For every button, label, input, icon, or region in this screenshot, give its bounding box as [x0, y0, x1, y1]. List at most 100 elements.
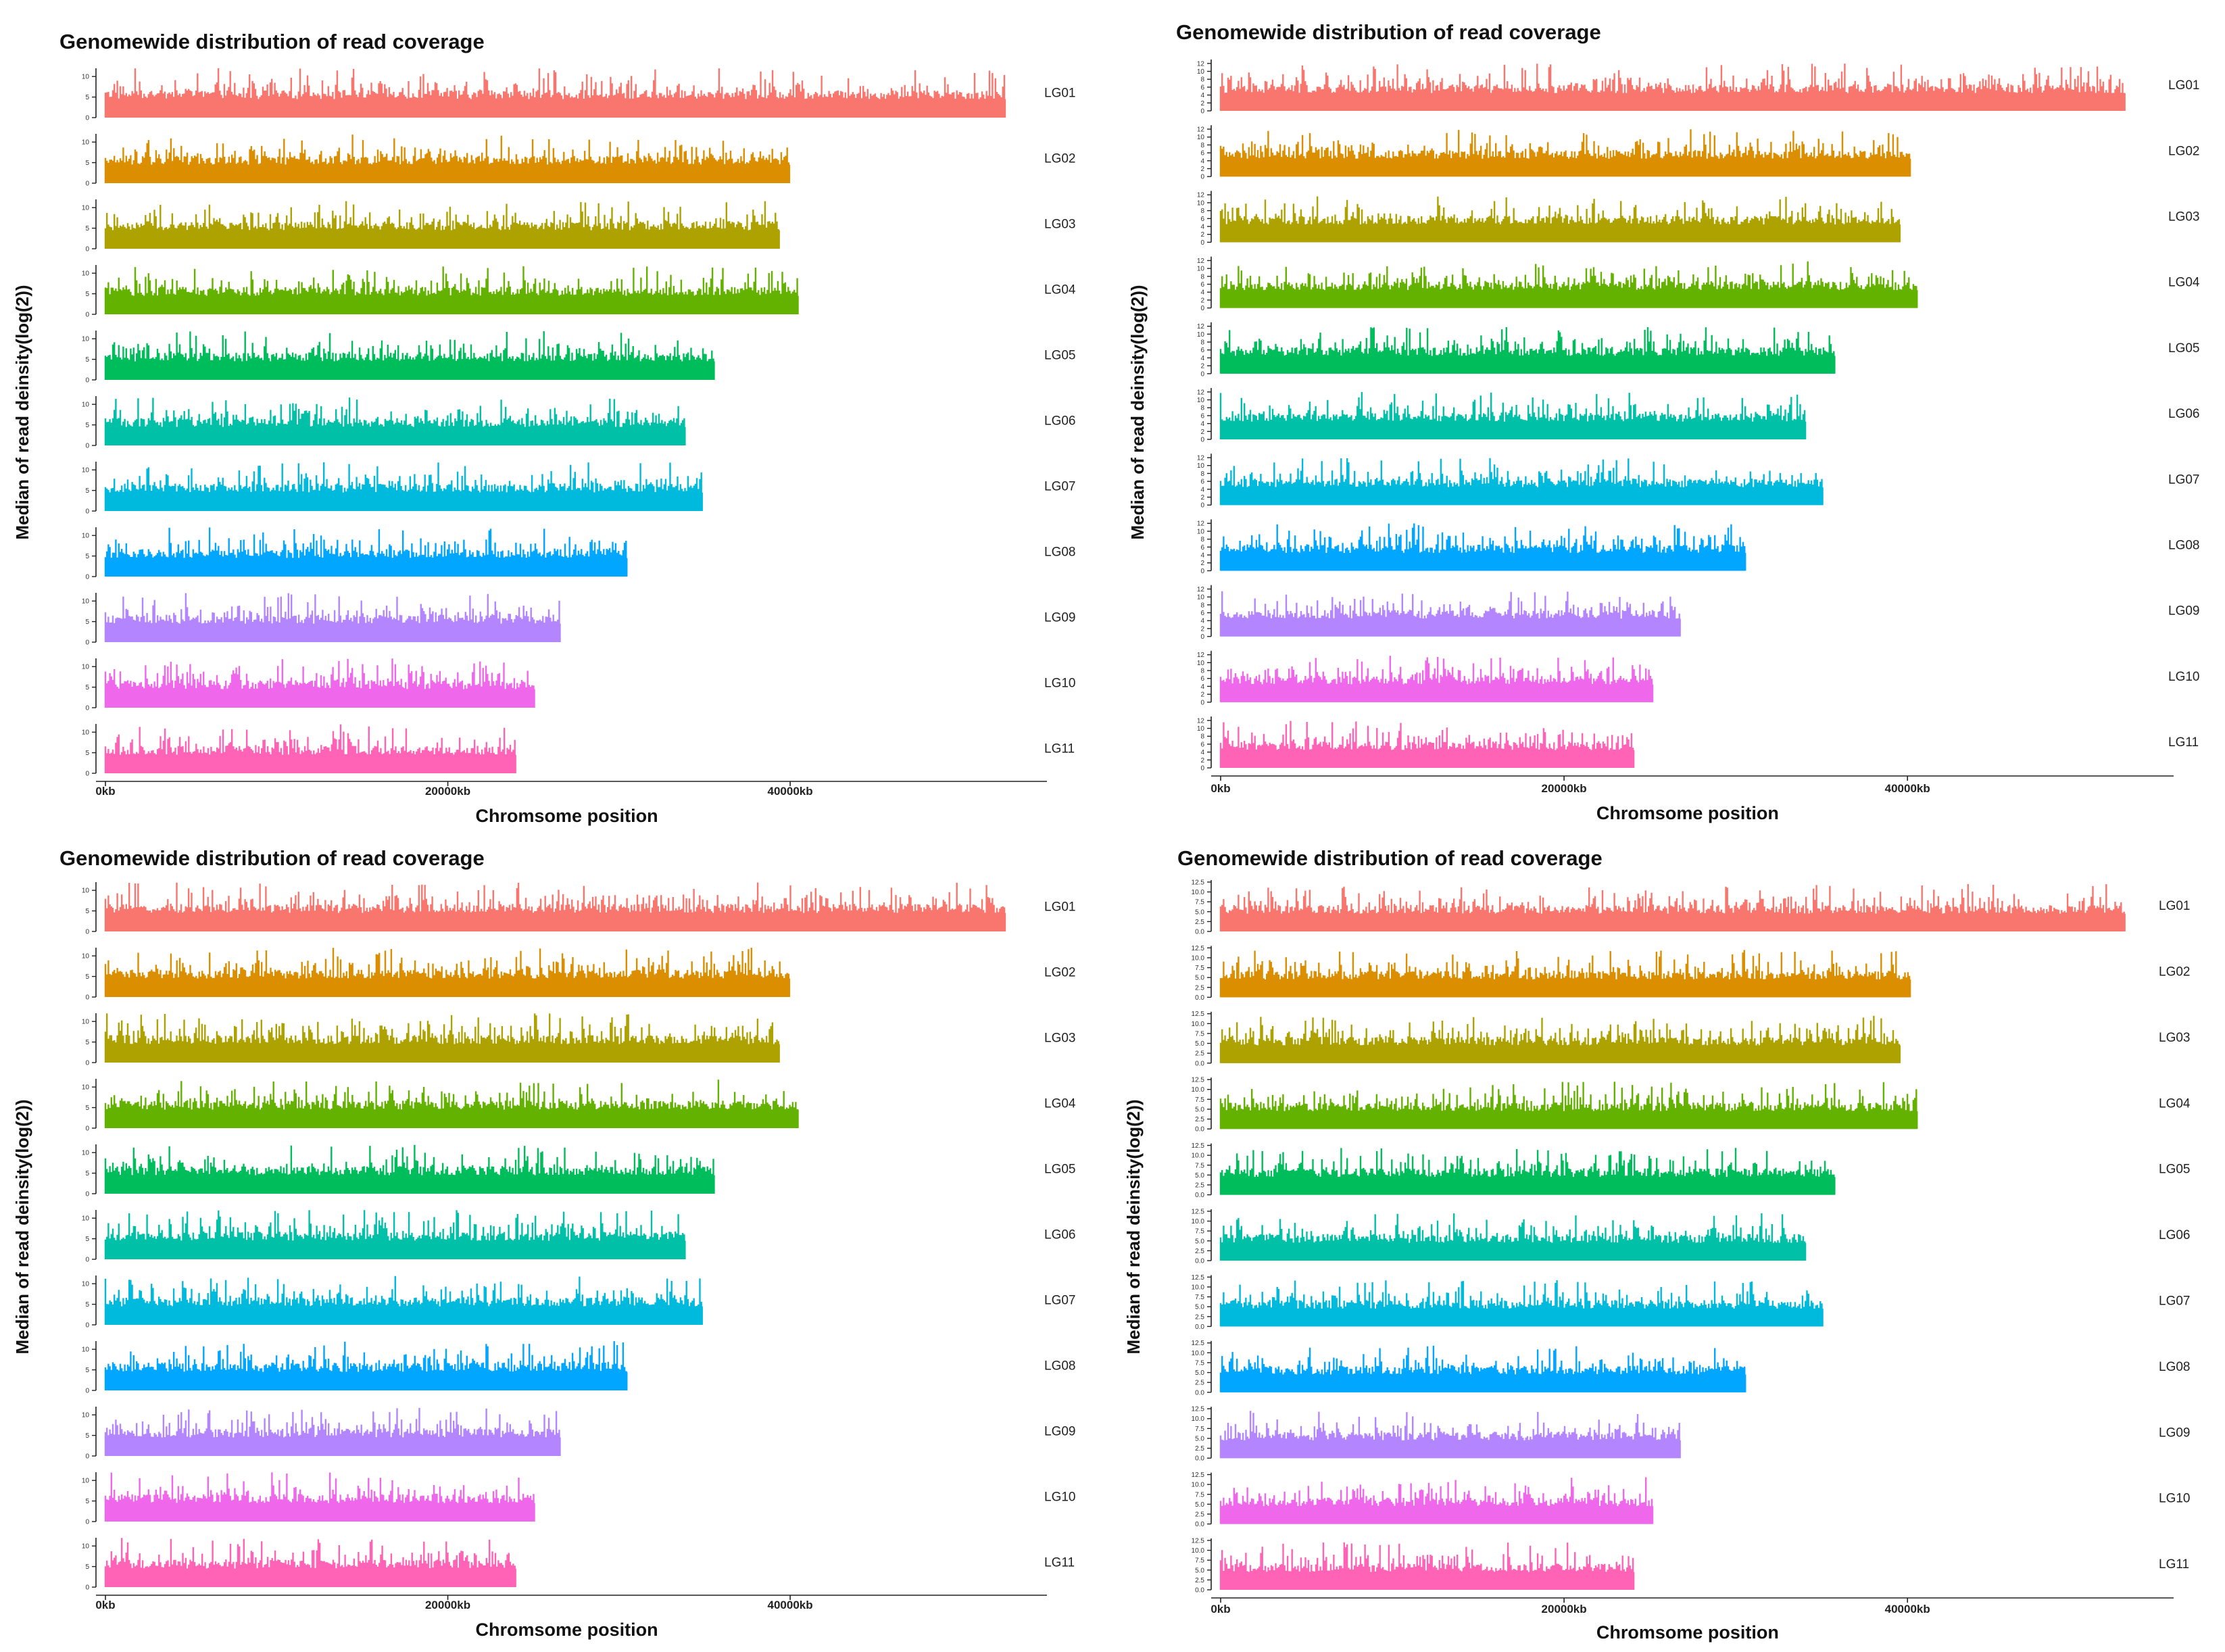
y-tick-label: 5 — [85, 1563, 89, 1571]
y-tick-label: 6 — [1200, 84, 1204, 91]
facet-lg02: 0 5 10 LG02 — [82, 948, 1075, 1002]
y-tick-label: 6 — [1200, 347, 1204, 354]
y-tick-label: 2.5 — [1195, 1577, 1204, 1584]
y-tick-label: 10 — [82, 953, 90, 961]
coverage-band-lg10 — [1221, 1506, 1654, 1524]
y-tick-label: 0 — [85, 377, 89, 385]
y-tick-label: 6 — [1200, 610, 1204, 617]
y-tick-label: 7.5 — [1195, 1557, 1204, 1565]
y-tick-label: 7.5 — [1195, 1162, 1204, 1169]
coverage-band-lg11 — [105, 1568, 516, 1587]
y-tick-label: 4 — [1200, 92, 1204, 99]
y-tick-label: 5 — [85, 1039, 89, 1046]
facet-lg07: 0 5 10 LG07 — [82, 462, 1075, 516]
facet-lg05: 0 5 10 LG05 — [82, 331, 1075, 385]
coverage-band-lg09 — [105, 623, 561, 642]
y-tick-label: 10.0 — [1192, 1284, 1205, 1291]
facet-lg04: 0.0 2.5 5.0 7.5 10.0 12.5 LG04 — [1192, 1077, 2191, 1134]
facet-lg04: 0 5 10 LG04 — [82, 1079, 1076, 1133]
y-tick-label: 6 — [1200, 281, 1204, 289]
y-tick-label: 5 — [85, 1498, 89, 1505]
y-tick-label: 0 — [85, 1584, 89, 1592]
coverage-band-lg02 — [1221, 979, 1911, 998]
y-tick-label: 6 — [1200, 479, 1204, 486]
y-tick-label: 5.0 — [1195, 1106, 1204, 1113]
strip-label-lg11: LG11 — [2168, 735, 2199, 750]
panel-4: Genomewide distribution of read coverage… — [1123, 846, 2191, 1643]
strip-label-lg05: LG05 — [2159, 1163, 2190, 1177]
y-tick-label: 8 — [1200, 405, 1204, 412]
facet-lg03: 0.0 2.5 5.0 7.5 10.0 12.5 LG03 — [1192, 1011, 2191, 1067]
y-tick-label: 10 — [82, 205, 90, 212]
y-tick-label: 0 — [85, 1519, 89, 1526]
facet-lg10: 0 5 10 LG10 — [82, 1472, 1075, 1526]
strip-label-lg08: LG08 — [2168, 538, 2199, 552]
y-tick-label: 12 — [1197, 126, 1205, 134]
y-tick-label: 10.0 — [1192, 1547, 1205, 1555]
y-tick-label: 10 — [1197, 594, 1205, 602]
y-tick-label: 0 — [1200, 108, 1204, 116]
y-tick-label: 4 — [1200, 420, 1204, 428]
y-tick-label: 2 — [1200, 363, 1204, 370]
coverage-band-lg11 — [1221, 750, 1635, 768]
facet-lg06: 0 5 10 LG06 — [82, 396, 1075, 450]
y-tick-label: 10 — [82, 533, 90, 540]
y-tick-label: 0 — [85, 246, 89, 253]
y-tick-label: 5 — [85, 1301, 89, 1309]
facet-lg08: 0.0 2.5 5.0 7.5 10.0 12.5 LG08 — [1192, 1340, 2191, 1396]
coverage-band-lg07 — [1221, 1309, 1824, 1327]
y-tick-label: 12 — [1197, 455, 1205, 462]
coverage-band-lg09 — [1221, 618, 1681, 637]
y-tick-label: 5 — [85, 356, 89, 364]
y-tick-label: 6 — [1200, 741, 1204, 748]
y-tick-label: 0 — [85, 1257, 89, 1264]
y-tick-label: 12.5 — [1192, 1011, 1205, 1018]
y-tick-label: 2.5 — [1195, 1182, 1204, 1189]
coverage-band-lg04 — [105, 1109, 799, 1128]
y-tick-label: 0 — [1200, 568, 1204, 575]
y-tick-label: 5.0 — [1195, 1304, 1204, 1311]
strip-label-lg07: LG07 — [1044, 1293, 1075, 1307]
y-tick-label: 12.5 — [1192, 879, 1205, 886]
panel-2: Genomewide distribution of read coverage… — [1127, 20, 2200, 823]
coverage-band-lg01 — [1221, 93, 2126, 111]
y-tick-label: 5 — [85, 750, 89, 757]
y-tick-label: 5 — [85, 553, 89, 560]
strip-label-lg04: LG04 — [2168, 276, 2200, 290]
y-tick-label: 0 — [85, 1060, 89, 1067]
y-tick-label: 6 — [1200, 150, 1204, 157]
y-tick-label: 7.5 — [1195, 1096, 1204, 1104]
y-tick-label: 6 — [1200, 544, 1204, 552]
y-tick-label: 5 — [85, 487, 89, 495]
y-tick-label: 10 — [1197, 660, 1205, 667]
coverage-band-lg10 — [105, 689, 535, 708]
y-tick-label: 2 — [1200, 494, 1204, 502]
strip-label-lg01: LG01 — [1044, 86, 1075, 100]
x-tick-label: 20000kb — [425, 785, 470, 798]
strip-label-lg06: LG06 — [1044, 414, 1075, 428]
y-tick-label: 12 — [1197, 652, 1205, 659]
panel-3: Genomewide distribution of read coverage… — [12, 846, 1076, 1640]
y-tick-label: 10 — [82, 1150, 90, 1157]
x-tick-label: 40000kb — [1885, 1603, 1930, 1615]
y-tick-label: 0 — [85, 1322, 89, 1330]
y-tick-label: 0 — [85, 705, 89, 712]
y-tick-label: 10 — [82, 664, 90, 671]
y-tick-label: 5.0 — [1195, 1238, 1204, 1245]
y-tick-label: 5 — [85, 618, 89, 626]
y-tick-label: 5 — [85, 684, 89, 691]
y-tick-label: 4 — [1200, 289, 1204, 297]
y-tick-label: 0.0 — [1195, 1060, 1204, 1067]
y-tick-label: 10 — [1197, 725, 1205, 733]
coverage-band-lg10 — [1221, 684, 1654, 702]
panel-title: Genomewide distribution of read coverage — [1176, 20, 1601, 44]
y-tick-label: 10.0 — [1192, 1218, 1205, 1225]
y-tick-label: 4 — [1200, 618, 1204, 625]
y-tick-label: 0 — [85, 1388, 89, 1395]
y-tick-label: 5 — [85, 225, 89, 233]
y-tick-label: 4 — [1200, 355, 1204, 362]
facet-lg09: 0 5 10 LG09 — [82, 1407, 1075, 1461]
x-tick-label: 0kb — [95, 785, 115, 798]
